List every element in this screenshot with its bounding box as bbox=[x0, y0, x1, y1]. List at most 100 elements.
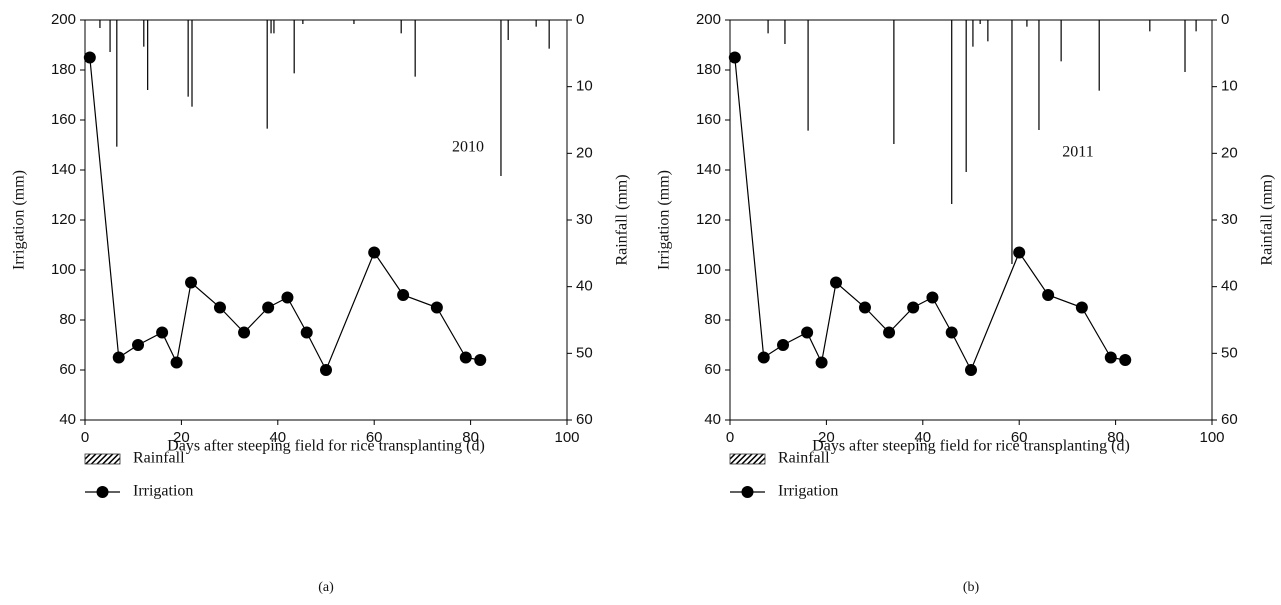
y-tick-label: 80 bbox=[704, 311, 721, 328]
irrigation-point bbox=[965, 364, 977, 376]
rainfall-bar bbox=[972, 20, 974, 47]
rainfall-bar bbox=[187, 20, 189, 97]
y2-tick-label: 0 bbox=[1221, 11, 1229, 28]
y-tick-label: 100 bbox=[696, 261, 721, 278]
rainfall-bar bbox=[548, 20, 550, 49]
rainfall-bar bbox=[784, 20, 786, 44]
y2-tick-label: 10 bbox=[576, 78, 593, 95]
x-tick-label: 0 bbox=[726, 429, 734, 446]
plot-frame bbox=[729, 19, 1213, 421]
x-tick-label: 20 bbox=[173, 429, 190, 446]
x-tick-label: 100 bbox=[554, 429, 579, 446]
irrigation-point bbox=[238, 326, 251, 339]
irrigation-point bbox=[156, 326, 169, 339]
irrigation-line bbox=[734, 57, 1126, 372]
irrigation-point bbox=[213, 301, 226, 314]
rainfall-bar bbox=[965, 20, 967, 172]
rainfall-bar bbox=[807, 20, 809, 131]
y2-tick-label: 10 bbox=[1221, 78, 1238, 95]
rainfall-bar bbox=[270, 20, 272, 34]
panel-label: (a) bbox=[318, 580, 334, 595]
rainfall-bar bbox=[951, 20, 953, 204]
irrigation-point bbox=[281, 291, 294, 304]
irrigation-point bbox=[777, 339, 790, 351]
rainfall-bar bbox=[143, 20, 145, 47]
x-tick-label: 40 bbox=[914, 429, 931, 446]
y-tick-label: 120 bbox=[51, 211, 76, 228]
y2-tick-label: 40 bbox=[576, 278, 593, 295]
legend-label: Irrigation bbox=[778, 483, 838, 500]
irrigation-point bbox=[397, 289, 410, 301]
y2-tick-label: 50 bbox=[1221, 344, 1238, 361]
rainfall-bar bbox=[1011, 20, 1013, 264]
rainfall-bar bbox=[1149, 20, 1151, 32]
y-tick-label: 140 bbox=[696, 161, 721, 178]
y-tick-label: 100 bbox=[51, 261, 76, 278]
irrigation-point bbox=[830, 276, 843, 289]
panel-label: (b) bbox=[963, 580, 980, 595]
x-axis-label: Days after steeping field for rice trans… bbox=[167, 438, 485, 455]
rainfall-bar bbox=[1098, 20, 1100, 91]
y2-tick-label: 20 bbox=[1221, 144, 1238, 161]
irrigation-point bbox=[320, 364, 332, 376]
legend-label: Rainfall bbox=[133, 450, 185, 467]
irrigation-point bbox=[1119, 354, 1132, 366]
rainfall-bar bbox=[979, 20, 981, 24]
rainfall-bar bbox=[893, 20, 895, 144]
irrigation-point bbox=[83, 51, 96, 64]
y-tick-label: 160 bbox=[696, 111, 721, 128]
y-tick-label: 140 bbox=[51, 161, 76, 178]
y-tick-label: 80 bbox=[59, 311, 76, 328]
x-axis-label: Days after steeping field for rice trans… bbox=[812, 438, 1130, 455]
rainfall-bar bbox=[273, 20, 275, 34]
rainfall-bar bbox=[535, 20, 537, 27]
irrigation-point bbox=[262, 301, 275, 314]
y-tick-label: 60 bbox=[704, 361, 721, 378]
x-tick-label: 60 bbox=[366, 429, 383, 446]
rainfall-bar bbox=[1026, 20, 1028, 27]
irrigation-point bbox=[474, 354, 487, 366]
x-tick-label: 60 bbox=[1011, 429, 1028, 446]
y-axis-label: Irrigation (mm) bbox=[656, 170, 673, 270]
x-tick-label: 20 bbox=[818, 429, 835, 446]
rainfall-bar bbox=[400, 20, 402, 34]
irrigation-point bbox=[170, 356, 183, 369]
y2-tick-label: 0 bbox=[576, 11, 584, 28]
rainfall-bar bbox=[147, 20, 149, 90]
irrigation-point bbox=[757, 351, 770, 364]
irrigation-point bbox=[185, 276, 198, 289]
rainfall-bar bbox=[109, 20, 111, 52]
y-tick-label: 60 bbox=[59, 361, 76, 378]
y-tick-label: 200 bbox=[51, 11, 76, 28]
y2-tick-label: 60 bbox=[576, 411, 593, 428]
y-tick-label: 120 bbox=[696, 211, 721, 228]
x-tick-label: 100 bbox=[1199, 429, 1224, 446]
rainfall-bar bbox=[414, 20, 416, 77]
y-tick-label: 200 bbox=[696, 11, 721, 28]
irrigation-point bbox=[815, 356, 828, 369]
rainfall-bar bbox=[1060, 20, 1062, 62]
y2-tick-label: 20 bbox=[576, 144, 593, 161]
irrigation-point bbox=[883, 326, 896, 339]
irrigation-point bbox=[459, 351, 472, 364]
rainfall-bar bbox=[191, 20, 193, 107]
x-tick-label: 80 bbox=[1107, 429, 1124, 446]
irrigation-point bbox=[945, 326, 958, 339]
y-tick-label: 40 bbox=[704, 411, 721, 428]
y2-tick-label: 40 bbox=[1221, 278, 1238, 295]
y2-tick-label: 60 bbox=[1221, 411, 1238, 428]
y2-tick-label: 50 bbox=[576, 344, 593, 361]
irrigation-point bbox=[1042, 289, 1055, 301]
legend-swatch bbox=[84, 453, 121, 465]
y-tick-label: 40 bbox=[59, 411, 76, 428]
y-tick-label: 160 bbox=[51, 111, 76, 128]
irrigation-point bbox=[132, 339, 145, 351]
rainfall-bar bbox=[116, 20, 118, 147]
irrigation-point bbox=[801, 326, 814, 339]
y-tick-label: 180 bbox=[51, 61, 76, 78]
y-axis-label: Irrigation (mm) bbox=[11, 170, 28, 270]
rainfall-bar bbox=[767, 20, 769, 34]
y2-tick-label: 30 bbox=[1221, 211, 1238, 228]
irrigation-point bbox=[1075, 301, 1088, 314]
